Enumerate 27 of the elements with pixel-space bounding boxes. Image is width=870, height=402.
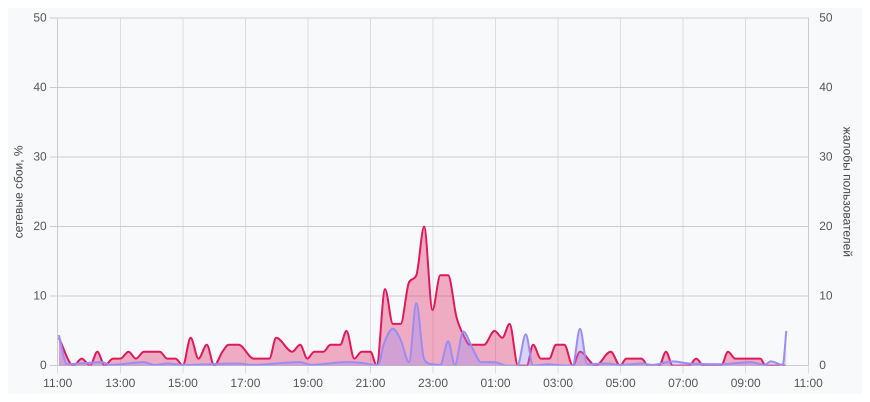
x-tick-label: 19:00 [292,376,324,390]
x-tick-label: 21:00 [355,376,386,390]
y2-tick-label: 30 [819,149,833,164]
x-tick-label: 17:00 [230,376,261,390]
y2-tick-label: 0 [819,358,826,372]
y-tick-label: 40 [33,80,48,94]
y2-tick-label: 50 [819,10,833,25]
y2-tick-label: 10 [819,288,833,302]
y2-tick-label: 40 [819,80,833,94]
x-tick-label: 07:00 [668,376,699,390]
x-tick-label: 11:00 [43,376,73,390]
y-tick-label: 50 [33,10,48,25]
x-tick-label: 23:00 [418,376,448,390]
x-tick-label: 01:00 [480,376,511,390]
y-tick-label: 20 [33,218,48,233]
x-tick-label: 09:00 [730,376,762,390]
y-tick-label: 30 [33,149,48,164]
x-tick-label: 15:00 [168,376,198,390]
y2-tick-label: 20 [819,218,833,233]
x-tick-label: 05:00 [606,376,636,390]
x-tick-label: 03:00 [543,376,574,390]
y-axis-title: сетевые сбои, % [12,145,26,238]
y-tick-label: 10 [33,288,48,302]
x-tick-label: 13:00 [105,376,136,390]
y2-axis-title: жалобы пользователей [840,126,854,258]
x-tick-label: 11:00 [794,376,824,390]
y-tick-label: 0 [40,358,48,372]
